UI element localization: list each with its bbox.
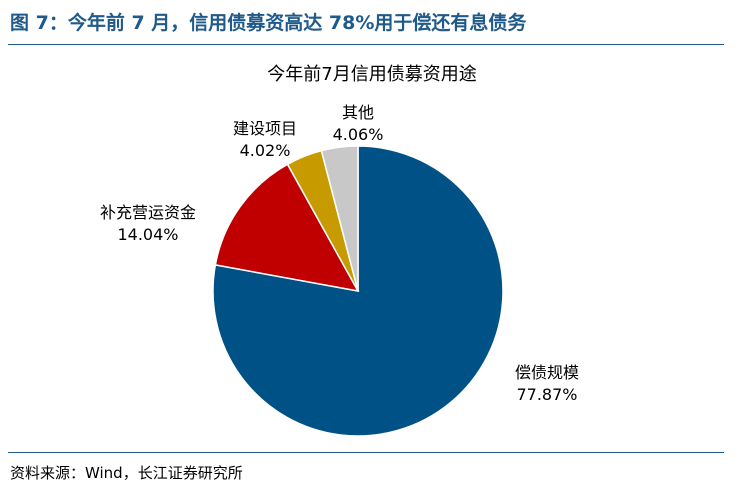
bottom-divider xyxy=(8,452,724,453)
pie-labels: 偿债规模 77.87% 补充营运资金 14.04% 建设项目 4.02% 其他 4.06% xyxy=(100,103,579,404)
source-note: 资料来源：Wind，长江证券研究所 xyxy=(10,464,243,482)
slice-name-label-0: 偿债规模 xyxy=(515,363,579,382)
slice-value-label-0: 77.87% xyxy=(516,385,577,404)
top-divider xyxy=(8,44,724,45)
figure-title: 图 7：今年前 7 月，信用债募资高达 78%用于偿还有息债务 xyxy=(10,12,527,34)
slice-name-label-2: 建设项目 xyxy=(233,119,297,138)
pie-slices xyxy=(212,145,504,437)
slice-name-label-3: 其他 xyxy=(342,103,374,122)
slice-value-label-2: 4.02% xyxy=(240,141,291,160)
chart-title: 今年前7月信用债募资用途 xyxy=(267,64,476,85)
slice-value-label-1: 14.04% xyxy=(117,225,178,244)
slice-value-label-3: 4.06% xyxy=(333,125,384,144)
pie-slice-1 xyxy=(214,163,360,293)
slice-name-label-1: 补充营运资金 xyxy=(100,203,196,222)
pie-slice-3 xyxy=(320,145,359,292)
